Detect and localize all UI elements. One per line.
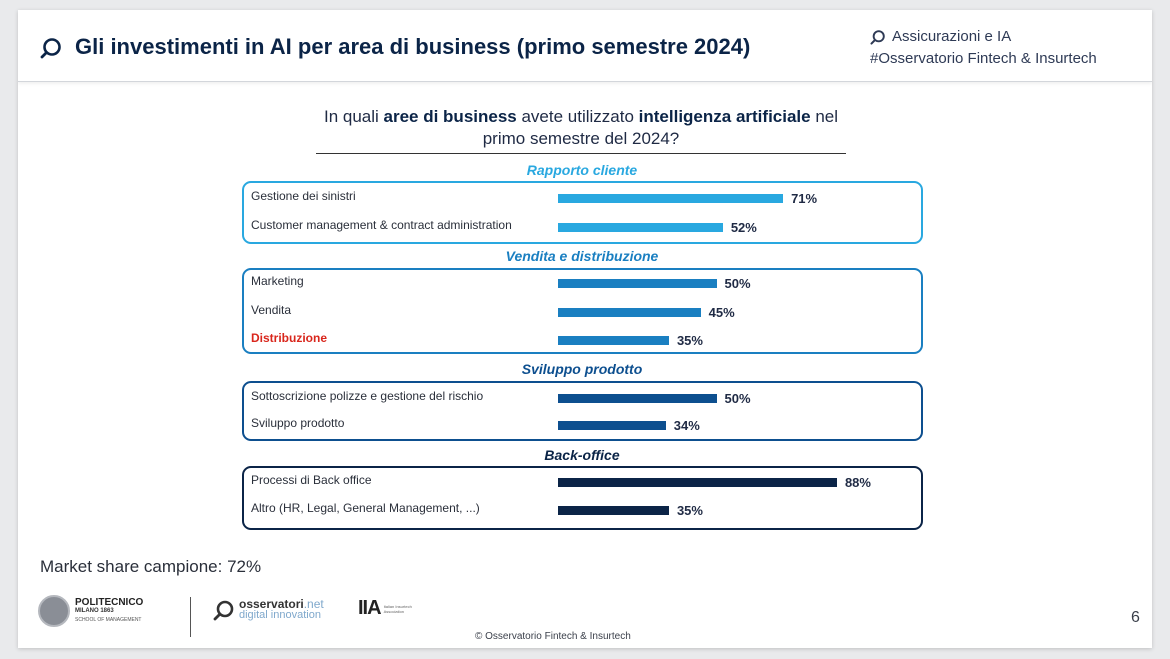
bar-label: Gestione dei sinistri xyxy=(251,189,356,203)
question-text: In quali xyxy=(323,107,384,126)
bar-value-label: 35% xyxy=(676,503,703,518)
bar xyxy=(558,394,717,403)
bar-value-label: 50% xyxy=(724,276,751,291)
slide: Gli investimenti in AI per area di busin… xyxy=(18,10,1152,648)
bar xyxy=(558,223,723,232)
osservatori-suffix: .net xyxy=(303,597,324,611)
politecnico-name: POLITECNICO xyxy=(75,596,144,608)
bar-label: Distribuzione xyxy=(251,331,328,345)
bar-label: Sottoscrizione polizze e gestione del ri… xyxy=(251,389,484,403)
iia-text: Italian Insurtech Association xyxy=(383,603,412,614)
bar-label: Sviluppo prodotto xyxy=(251,416,345,430)
tag-osservatorio: #Osservatorio Fintech & Insurtech xyxy=(870,50,1097,67)
bar-value-label: 71% xyxy=(791,191,818,206)
bar xyxy=(558,421,666,430)
page-number: 6 xyxy=(1131,609,1140,626)
bar xyxy=(558,336,669,345)
politecnico-school: SCHOOL OF MANAGEMENT xyxy=(75,616,142,623)
bar-label: Vendita xyxy=(251,303,292,317)
bar-value-label: 52% xyxy=(730,220,757,235)
survey-question: In quali aree di business avete utilizza… xyxy=(316,106,846,150)
group-box xyxy=(242,181,923,244)
politecnico-seal-icon xyxy=(38,595,70,627)
magnifier-logo-icon xyxy=(213,600,234,621)
group-title: Vendita e distribuzione xyxy=(505,248,659,264)
politecnico-sub: MILANO 1863 xyxy=(75,607,114,614)
header: Gli investimenti in AI per area di busin… xyxy=(18,10,1152,82)
copyright: © Osservatorio Fintech & Insurtech xyxy=(475,631,631,642)
question-bold: aree di business xyxy=(383,107,517,126)
bar xyxy=(558,194,784,203)
bar-value-label: 35% xyxy=(676,333,703,348)
group-title: Rapporto cliente xyxy=(526,162,638,178)
bar xyxy=(558,506,669,515)
group-title: Sviluppo prodotto xyxy=(521,361,643,377)
bar-label: Marketing xyxy=(251,274,304,288)
group-title: Back-office xyxy=(544,447,620,463)
iia-logo: IIA Italian Insurtech Association xyxy=(358,597,422,620)
bar xyxy=(558,478,837,487)
osservatori-sub: digital innovation xyxy=(239,609,321,621)
iia-mark: IIA xyxy=(358,597,382,619)
group-box xyxy=(242,466,923,530)
bar-label: Processi di Back office xyxy=(251,473,372,487)
question-underline xyxy=(316,153,846,154)
bar xyxy=(558,279,717,288)
header-tags: Assicurazioni e IA #Osservatorio Fintech… xyxy=(870,26,1097,70)
group-box xyxy=(242,268,923,354)
magnifier-logo-icon xyxy=(870,30,885,45)
bar-label: Customer management & contract administr… xyxy=(251,218,512,232)
tag-assicurazioni: Assicurazioni e IA xyxy=(892,28,1012,45)
bar-value-label: 88% xyxy=(844,475,871,490)
question-text: nel primo semestre del 2024? xyxy=(482,107,839,148)
question-bold: intelligenza artificiale xyxy=(638,107,811,126)
osservatori-logo: osservatori.net digital innovation xyxy=(213,597,324,621)
osservatori-name: osservatori xyxy=(239,597,304,611)
logo-divider xyxy=(190,597,191,637)
bar xyxy=(558,308,701,317)
bar-value-label: 50% xyxy=(724,391,751,406)
bar-value-label: 45% xyxy=(708,305,735,320)
page-title: Gli investimenti in AI per area di busin… xyxy=(75,34,751,59)
politecnico-logo: POLITECNICO MILANO 1863 SCHOOL OF MANAGE… xyxy=(38,595,143,627)
magnifier-logo-icon xyxy=(40,38,61,59)
bar-label: Altro (HR, Legal, General Management, ..… xyxy=(251,501,480,515)
group-box xyxy=(242,381,923,441)
bar-value-label: 34% xyxy=(673,418,700,433)
market-share-note: Market share campione: 72% xyxy=(40,557,262,576)
question-text: avete utilizzato xyxy=(516,107,639,126)
